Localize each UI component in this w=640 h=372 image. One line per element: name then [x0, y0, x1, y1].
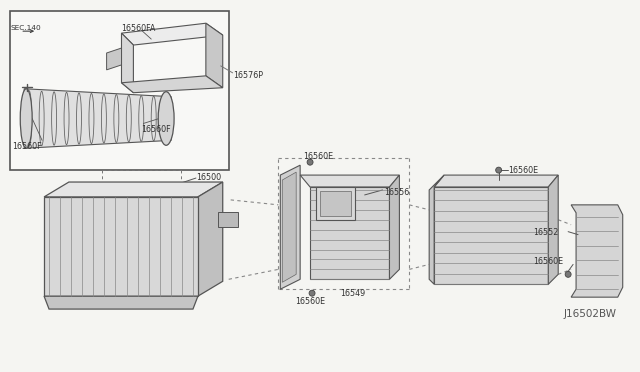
Polygon shape — [44, 296, 198, 309]
Polygon shape — [310, 187, 390, 279]
Polygon shape — [282, 172, 296, 282]
Text: 16560E: 16560E — [509, 166, 539, 175]
Text: 16549: 16549 — [340, 289, 365, 298]
Text: J16502BW: J16502BW — [563, 309, 616, 319]
Bar — [10, 11, 228, 170]
Polygon shape — [429, 175, 444, 284]
Text: 16560E: 16560E — [533, 257, 563, 266]
Polygon shape — [571, 205, 623, 297]
Polygon shape — [280, 165, 300, 289]
Ellipse shape — [158, 92, 174, 145]
Polygon shape — [390, 175, 399, 279]
Polygon shape — [122, 76, 223, 93]
Circle shape — [309, 290, 315, 296]
Polygon shape — [44, 182, 223, 197]
Polygon shape — [206, 23, 223, 88]
Polygon shape — [198, 182, 223, 296]
Polygon shape — [320, 191, 351, 216]
Text: SEC.140: SEC.140 — [10, 25, 41, 31]
Polygon shape — [548, 175, 558, 284]
Polygon shape — [122, 33, 133, 93]
Text: 16560E: 16560E — [295, 297, 325, 306]
Polygon shape — [218, 212, 237, 227]
Circle shape — [495, 167, 502, 173]
Polygon shape — [122, 23, 223, 45]
Polygon shape — [434, 175, 558, 187]
Polygon shape — [434, 187, 548, 284]
Text: 16552: 16552 — [533, 228, 559, 237]
Polygon shape — [24, 89, 171, 148]
Polygon shape — [316, 187, 355, 220]
Polygon shape — [107, 48, 122, 70]
Text: 16560E: 16560E — [303, 152, 333, 161]
Circle shape — [565, 271, 571, 277]
Text: 16560F: 16560F — [12, 142, 42, 151]
Text: 16560FA: 16560FA — [122, 24, 156, 33]
Polygon shape — [44, 197, 198, 296]
Text: 16576P: 16576P — [233, 71, 262, 80]
Polygon shape — [300, 175, 399, 187]
Circle shape — [307, 159, 313, 165]
Text: 16500: 16500 — [196, 173, 221, 182]
Ellipse shape — [20, 89, 32, 148]
Text: 16560F: 16560F — [141, 125, 171, 134]
Text: 16556: 16556 — [385, 188, 410, 197]
